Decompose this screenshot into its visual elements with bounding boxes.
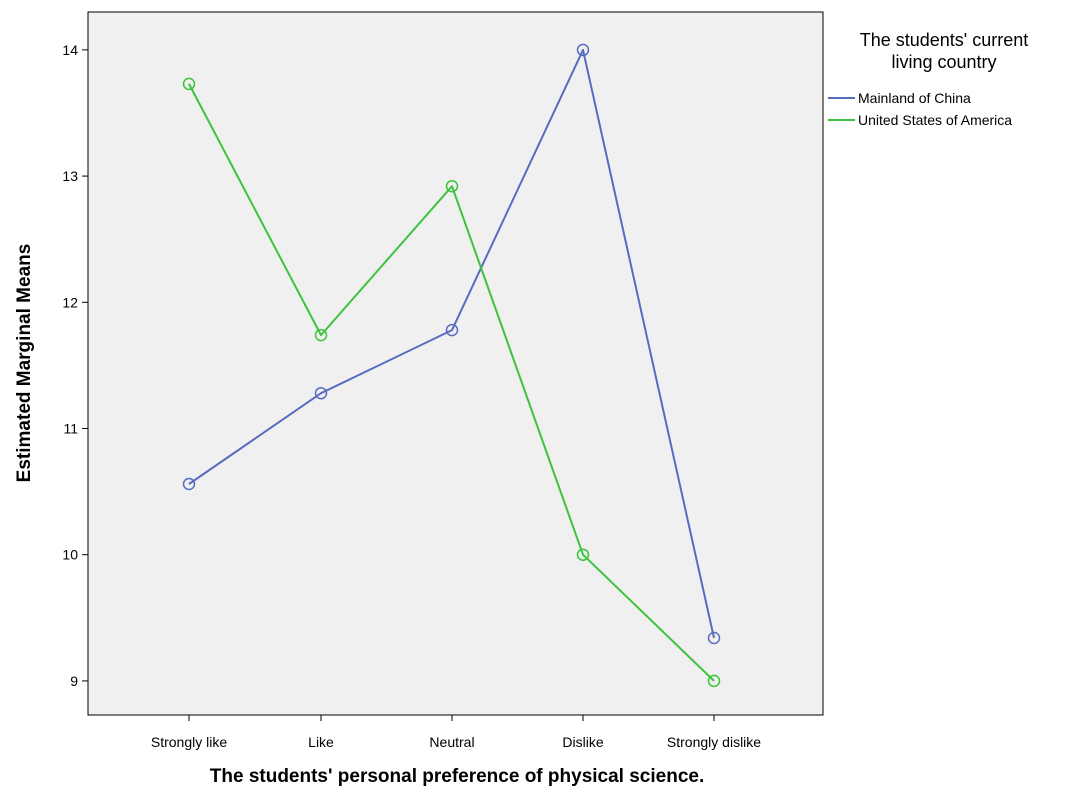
legend-title-line-1: The students' current [860,30,1029,50]
data-point [314,328,328,342]
data-point [707,631,721,645]
x-tick-label: Dislike [562,734,603,750]
y-tick-label: 9 [70,673,78,689]
y-tick-label: 11 [63,420,78,436]
legend-label-usa: United States of America [858,112,1012,128]
y-tick-label: 10 [62,547,78,563]
data-point [182,477,196,491]
y-axis: 9 10 11 12 13 14 [62,42,88,689]
series-layer [182,43,721,688]
y-tick-label: 14 [62,42,78,58]
legend-title-line-2: living country [891,52,996,72]
x-axis: Strongly like Like Neutral Dislike Strongly … [151,715,761,750]
data-point [576,43,590,57]
x-tick-label: Strongly dislike [667,734,761,750]
data-point [576,548,590,561]
series-1 [182,77,721,688]
y-tick-label: 13 [62,168,78,184]
y-tick-label: 12 [62,294,78,310]
series-line [188,48,715,639]
y-axis-title: Estimated Marginal Means [14,244,35,483]
legend: The students' current living country Mai… [828,30,1028,128]
data-point [314,386,328,400]
series-line [188,83,715,682]
x-tick-label: Neutral [429,734,474,750]
data-point [445,323,459,337]
x-tick-label: Like [308,734,334,750]
legend-label-mainland: Mainland of China [858,90,971,106]
series-0 [182,43,721,645]
data-point [707,674,721,688]
x-axis-title: The students' personal preference of phy… [210,766,704,787]
data-point [182,77,196,91]
plot-area [87,11,824,716]
data-point [445,179,459,193]
x-tick-label: Strongly like [151,734,227,750]
